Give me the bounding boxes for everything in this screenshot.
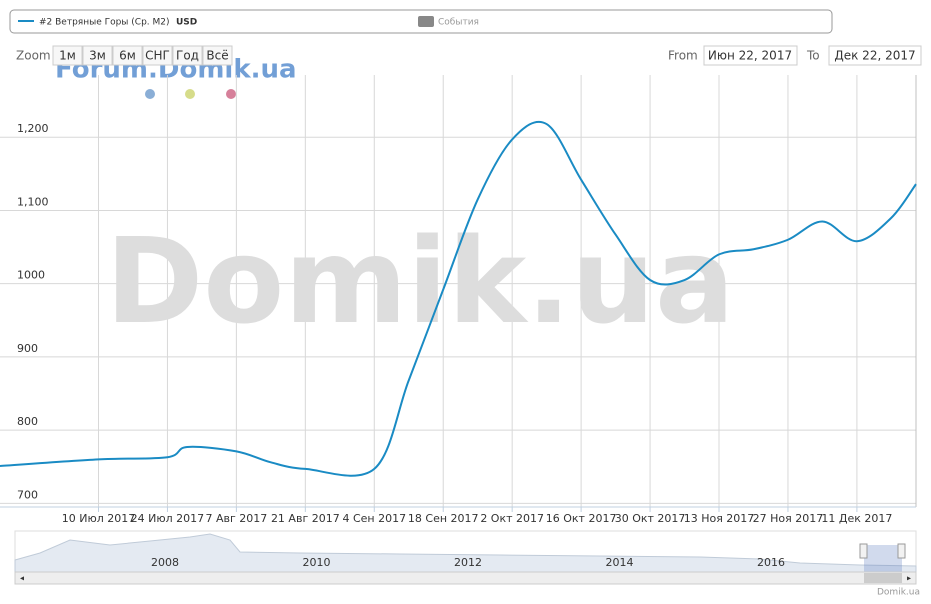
x-tick-label: 16 Окт 2017 <box>546 512 617 525</box>
zoom-button-label[interactable]: 3м <box>89 49 106 63</box>
scroll-right[interactable]: ▸ <box>907 574 911 583</box>
zoom-button[interactable] <box>202 45 233 66</box>
credit: Domik.ua <box>877 588 920 598</box>
navigator-series <box>14 533 917 573</box>
navigator-label: 2016 <box>757 556 785 569</box>
zoom-button[interactable] <box>82 45 113 66</box>
from-input[interactable] <box>703 45 798 66</box>
to-input[interactable] <box>828 45 922 66</box>
dot <box>145 89 155 99</box>
dot <box>185 89 195 99</box>
zoom-button[interactable] <box>52 45 83 66</box>
x-tick-label: 7 Авг 2017 <box>205 512 267 525</box>
x-tick-label: 21 Авг 2017 <box>271 512 340 525</box>
x-tick-label: 2 Окт 2017 <box>480 512 544 525</box>
x-tick-label: 30 Окт 2017 <box>615 512 686 525</box>
zoom-button-label[interactable]: 1м <box>59 49 76 63</box>
y-tick-label: 700 <box>17 488 38 501</box>
x-tick-label: 24 Июл 2017 <box>131 512 205 525</box>
zoom-button[interactable] <box>172 45 203 66</box>
zoom-button[interactable] <box>142 45 173 66</box>
navigator-label: 2014 <box>606 556 634 569</box>
x-tick-label: 13 Ноя 2017 <box>684 512 755 525</box>
scrollbar[interactable] <box>14 571 917 585</box>
legend-currency: USD <box>176 18 197 28</box>
navigator-handle[interactable] <box>897 543 906 559</box>
navigator-label: 2008 <box>151 556 179 569</box>
y-tick-label: 1,200 <box>17 122 49 135</box>
zoom-button-label[interactable]: 6м <box>119 49 136 63</box>
navigator-label: 2010 <box>303 556 331 569</box>
series-line <box>0 120 917 477</box>
navigator-window[interactable] <box>864 545 902 572</box>
zoom-label: Zoom <box>16 49 51 63</box>
y-tick-label: 900 <box>17 342 38 355</box>
navigator-label: 2012 <box>454 556 482 569</box>
x-tick-label: 4 Сен 2017 <box>342 512 406 525</box>
events-icon <box>418 16 434 27</box>
watermark-big: Domik.ua <box>105 212 734 350</box>
dot <box>226 89 236 99</box>
legend-series[interactable]: #2 Ветряные Горы (Ср. M2) <box>39 18 170 28</box>
y-tick-label: 1,100 <box>17 195 49 208</box>
from-label: From <box>668 49 698 63</box>
to-value: Дек 22, 2017 <box>834 49 915 63</box>
scroll-left[interactable]: ◂ <box>20 574 24 583</box>
legend-events[interactable]: События <box>438 18 479 28</box>
zoom-button[interactable] <box>112 45 143 66</box>
x-tick-label: 10 Июл 2017 <box>62 512 136 525</box>
zoom-button-label[interactable]: Всё <box>206 49 228 63</box>
x-tick-label: 11 Дек 2017 <box>821 512 892 525</box>
x-tick-label: 18 Сен 2017 <box>408 512 479 525</box>
x-tick-label: 27 Ноя 2017 <box>753 512 824 525</box>
to-label: To <box>806 49 820 63</box>
scrollbar-thumb[interactable] <box>864 573 902 583</box>
y-tick-label: 1000 <box>17 269 45 282</box>
zoom-button-label[interactable]: Год <box>176 49 199 63</box>
navigator-handle[interactable] <box>859 543 868 559</box>
y-tick-label: 800 <box>17 415 38 428</box>
from-value: Июн 22, 2017 <box>708 49 792 63</box>
zoom-button-label[interactable]: СНГ <box>145 49 170 63</box>
